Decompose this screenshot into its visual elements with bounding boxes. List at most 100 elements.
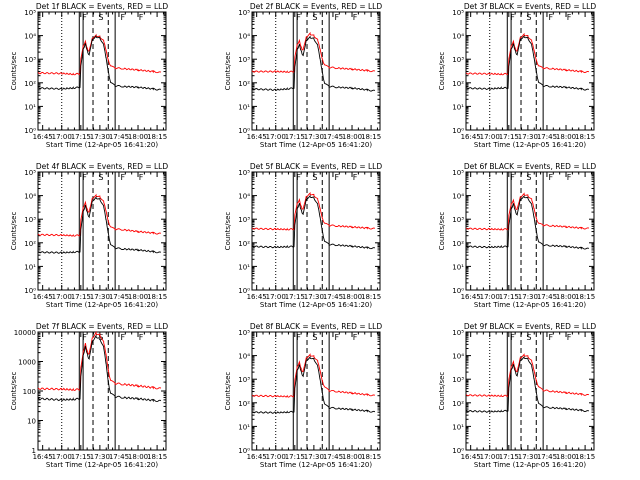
x-tick-label: 18:15 bbox=[575, 453, 595, 461]
x-tick-label: 17:15 bbox=[499, 293, 519, 301]
state-marker-label: F bbox=[567, 173, 572, 182]
x-tick-label: 17:30 bbox=[90, 133, 110, 141]
y-tick-label: 10² bbox=[238, 400, 250, 408]
series-line-lld bbox=[465, 192, 590, 231]
x-tick-label: 17:45 bbox=[537, 453, 557, 461]
series-line-lld bbox=[37, 193, 162, 237]
state-marker-label: F bbox=[296, 173, 301, 182]
plot-frame bbox=[37, 331, 167, 451]
x-tick-label: 17:30 bbox=[304, 293, 324, 301]
state-marker-label: F bbox=[353, 333, 358, 342]
state-marker-label: F bbox=[334, 333, 339, 342]
y-tick-label: 10² bbox=[452, 80, 464, 88]
x-tick-label: 17:15 bbox=[71, 453, 91, 461]
y-tick-label: 10⁰ bbox=[24, 127, 36, 135]
state-marker-label: F bbox=[296, 333, 301, 342]
y-tick-label: 10⁵ bbox=[452, 9, 464, 17]
y-tick-label: 10¹ bbox=[238, 103, 250, 111]
y-tick-label: 10⁵ bbox=[24, 9, 36, 17]
y-tick-label: 10⁵ bbox=[452, 329, 464, 337]
plot-frame bbox=[37, 171, 167, 291]
state-marker-label: F bbox=[82, 333, 87, 342]
x-tick-label: 16:45 bbox=[461, 293, 481, 301]
y-tick-label: 10² bbox=[452, 240, 464, 248]
y-axis-label: Counts/sec bbox=[438, 212, 446, 251]
plot-frame bbox=[465, 11, 595, 131]
y-tick-label: 10⁰ bbox=[238, 287, 250, 295]
y-tick-label: 10³ bbox=[238, 56, 250, 64]
state-marker-label: F bbox=[120, 13, 125, 22]
y-tick-label: 10⁵ bbox=[24, 169, 36, 177]
y-tick-label: 10¹ bbox=[238, 423, 250, 431]
x-tick-label: 17:30 bbox=[518, 293, 538, 301]
y-tick-label: 10⁰ bbox=[452, 287, 464, 295]
y-tick-label: 10³ bbox=[238, 376, 250, 384]
y-tick-label: 1 bbox=[32, 447, 36, 455]
x-tick-label: 18:15 bbox=[361, 453, 381, 461]
y-tick-label: 10⁰ bbox=[24, 287, 36, 295]
chart-title: Det 8f BLACK = Events, RED = LLD bbox=[250, 322, 383, 331]
state-marker-label: F bbox=[139, 13, 144, 22]
y-axis-label: Counts/sec bbox=[10, 372, 18, 411]
series-line-lld bbox=[37, 330, 162, 392]
series-line-events bbox=[251, 355, 376, 414]
x-tick-label: 17:45 bbox=[109, 293, 129, 301]
state-marker-label: F bbox=[510, 173, 515, 182]
chart-title: Det 3f BLACK = Events, RED = LLD bbox=[464, 2, 597, 11]
y-axis-label: Counts/sec bbox=[10, 212, 18, 251]
x-tick-label: 16:45 bbox=[33, 293, 53, 301]
panel-det-7: Det 7f BLACK = Events, RED = LLD 1 10 100 10… bbox=[10, 322, 168, 469]
x-tick-label: 18:00 bbox=[342, 133, 362, 141]
series-line-lld bbox=[251, 353, 376, 398]
series-line-events bbox=[37, 334, 162, 403]
y-tick-label: 10³ bbox=[452, 376, 464, 384]
series-line-events bbox=[251, 35, 376, 92]
y-tick-label: 10⁰ bbox=[452, 447, 464, 455]
y-axis-label: Counts/sec bbox=[438, 372, 446, 411]
x-tick-label: 17:15 bbox=[499, 133, 519, 141]
state-marker-label: F bbox=[353, 13, 358, 22]
chart-title: Det 5f BLACK = Events, RED = LLD bbox=[250, 162, 383, 171]
x-tick-label: 17:30 bbox=[304, 453, 324, 461]
y-tick-label: 10¹ bbox=[24, 263, 36, 271]
x-tick-label: 17:30 bbox=[518, 133, 538, 141]
chart-title: Det 4f BLACK = Events, RED = LLD bbox=[36, 162, 169, 171]
state-marker-label: F bbox=[334, 173, 339, 182]
series-line-lld bbox=[465, 32, 590, 76]
plot-frame bbox=[251, 171, 381, 291]
y-tick-label: 10¹ bbox=[452, 103, 464, 111]
state-marker-label: F bbox=[548, 333, 553, 342]
state-marker-label: F bbox=[353, 173, 358, 182]
y-tick-label: 10¹ bbox=[24, 103, 36, 111]
y-tick-label: 10⁰ bbox=[238, 447, 250, 455]
y-tick-label: 10000 bbox=[14, 329, 36, 337]
y-tick-label: 10⁵ bbox=[452, 169, 464, 177]
state-marker-label: F bbox=[334, 13, 339, 22]
panel-det-2: Det 2f BLACK = Events, RED = LLD 10⁰ 10¹ 10… bbox=[224, 2, 382, 149]
x-tick-label: 16:45 bbox=[247, 293, 267, 301]
series-line-lld bbox=[465, 353, 590, 398]
x-tick-label: 16:45 bbox=[247, 133, 267, 141]
state-marker-label: F bbox=[510, 333, 515, 342]
y-tick-label: 10¹ bbox=[238, 263, 250, 271]
x-tick-label: 17:30 bbox=[304, 133, 324, 141]
x-tick-label: 18:15 bbox=[147, 133, 167, 141]
x-axis-label: Start Time (12-Apr-05 16:41:20) bbox=[474, 461, 586, 469]
y-tick-label: 10² bbox=[238, 240, 250, 248]
chart-title: Det 1f BLACK = Events, RED = LLD bbox=[36, 2, 169, 11]
series-line-events bbox=[465, 34, 590, 91]
plot-frame bbox=[37, 11, 167, 131]
series-line-events bbox=[251, 194, 376, 250]
x-tick-label: 17:15 bbox=[285, 133, 305, 141]
series-line-events bbox=[465, 355, 590, 413]
x-tick-label: 16:45 bbox=[461, 133, 481, 141]
x-tick-label: 17:15 bbox=[285, 453, 305, 461]
series-line-lld bbox=[37, 33, 162, 76]
y-tick-label: 10³ bbox=[24, 56, 36, 64]
y-tick-label: 10⁰ bbox=[238, 127, 250, 135]
y-tick-label: 10⁵ bbox=[238, 329, 250, 337]
x-tick-label: 17:30 bbox=[90, 293, 110, 301]
chart-title: Det 7f BLACK = Events, RED = LLD bbox=[36, 322, 169, 331]
y-tick-label: 1000 bbox=[18, 359, 36, 367]
series-line-lld bbox=[251, 31, 376, 73]
